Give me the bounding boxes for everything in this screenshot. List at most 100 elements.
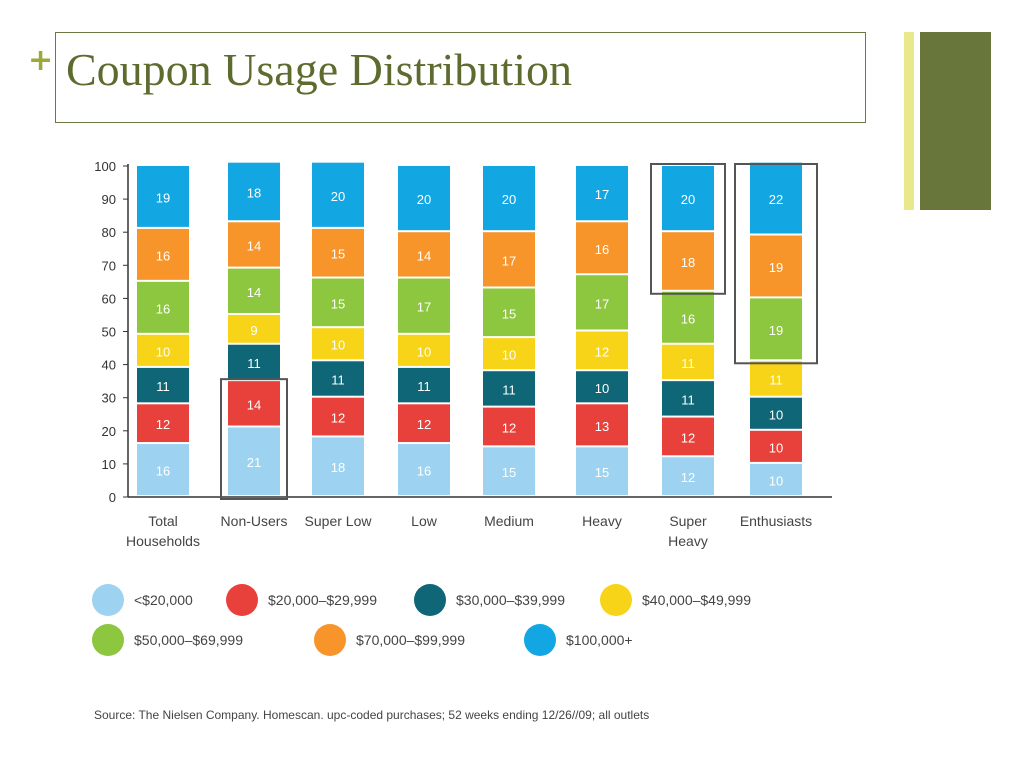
bar-segment	[137, 228, 189, 280]
legend-item: $20,000–$29,999	[226, 584, 377, 616]
legend-item: $40,000–$49,999	[600, 584, 751, 616]
bar-segment	[576, 222, 628, 274]
bar-segment	[662, 344, 714, 380]
x-tick-label: Super Low	[305, 513, 373, 529]
y-tick-label: 10	[102, 457, 116, 472]
data-label: 15	[331, 296, 345, 311]
data-label: 10	[417, 344, 431, 359]
data-label: 22	[769, 192, 783, 207]
bar-segment	[137, 367, 189, 403]
bar-segment	[576, 166, 628, 221]
bar-segment	[312, 228, 364, 277]
bar-segment	[398, 404, 450, 443]
y-tick-label: 80	[102, 225, 116, 240]
bar-segment	[312, 162, 364, 227]
bar-segment	[483, 166, 535, 231]
bar-segment	[483, 288, 535, 337]
legend-label: $30,000–$39,999	[456, 592, 565, 608]
y-tick-label: 30	[102, 391, 116, 406]
legend-label: $100,000+	[566, 632, 633, 648]
data-label: 15	[331, 247, 345, 262]
data-label: 13	[595, 419, 609, 434]
bar-segment	[576, 447, 628, 495]
data-label: 20	[417, 192, 431, 207]
data-label: 12	[595, 344, 609, 359]
bar-segment	[228, 222, 280, 267]
y-tick-label: 20	[102, 424, 116, 439]
data-label: 10	[769, 473, 783, 488]
x-tick-label: Heavy	[668, 533, 708, 549]
data-label: 15	[502, 306, 516, 321]
legend-swatch	[524, 624, 556, 656]
bar-segment	[398, 278, 450, 333]
bar-segment	[750, 430, 802, 462]
x-tick-label: Super	[669, 513, 707, 529]
bar-segment	[662, 291, 714, 343]
bar-segment	[228, 344, 280, 380]
bar-segment	[312, 361, 364, 396]
data-label: 16	[156, 248, 170, 263]
legend-swatch	[314, 624, 346, 656]
data-label: 10	[502, 348, 516, 363]
bar-segment	[750, 162, 802, 234]
bar-segment	[312, 278, 364, 327]
data-label: 16	[681, 311, 695, 326]
data-label: 11	[769, 372, 783, 387]
data-label: 21	[247, 455, 261, 470]
data-label: 18	[247, 185, 261, 200]
data-label: 17	[502, 253, 516, 268]
highlight-box	[650, 163, 726, 295]
data-label: 14	[247, 238, 261, 253]
bar-segment	[312, 397, 364, 436]
data-label: 17	[595, 187, 609, 202]
y-tick-label: 100	[94, 159, 116, 174]
legend-item: <$20,000	[92, 584, 193, 616]
legend-item: $100,000+	[524, 624, 633, 656]
bar-segment	[137, 404, 189, 443]
legend-item: $50,000–$69,999	[92, 624, 243, 656]
data-label: 11	[247, 356, 261, 371]
data-label: 19	[156, 190, 170, 205]
legend-swatch	[226, 584, 258, 616]
bar-segment	[662, 457, 714, 495]
bullet-plus-icon: +	[28, 43, 54, 78]
bar-segment	[398, 367, 450, 403]
bar-segment	[750, 235, 802, 297]
bar-segment	[398, 232, 450, 277]
bar-segment	[137, 334, 189, 366]
bar-segment	[137, 166, 189, 227]
legend-item: $70,000–$99,999	[314, 624, 465, 656]
bar-segment	[483, 338, 535, 370]
data-label: 16	[417, 464, 431, 479]
bar-segment	[662, 417, 714, 456]
data-label: 12	[156, 417, 170, 432]
data-label: 19	[769, 260, 783, 275]
data-label: 16	[156, 301, 170, 316]
data-label: 20	[331, 189, 345, 204]
y-tick-label: 90	[102, 192, 116, 207]
bar-segment	[483, 232, 535, 287]
source-note: Source: The Nielsen Company. Homescan. u…	[94, 708, 650, 722]
legend-label: $40,000–$49,999	[642, 592, 751, 608]
data-label: 18	[331, 460, 345, 475]
y-tick-label: 0	[109, 490, 116, 505]
legend-label: <$20,000	[134, 592, 193, 608]
data-label: 11	[331, 372, 345, 387]
bar-segment	[137, 281, 189, 333]
bar-segment	[750, 397, 802, 429]
bar-segment	[228, 381, 280, 426]
bar-segment	[662, 166, 714, 231]
bar-segment	[576, 404, 628, 446]
data-label: 15	[502, 465, 516, 480]
bar-segment	[483, 447, 535, 495]
legend-item: $30,000–$39,999	[414, 584, 565, 616]
data-label: 10	[595, 381, 609, 396]
data-label: 16	[595, 242, 609, 257]
bar-segment	[398, 334, 450, 366]
data-label: 12	[502, 420, 516, 435]
x-tick-label: Households	[126, 533, 200, 549]
title-box: Coupon Usage Distribution	[55, 32, 866, 123]
data-label: 12	[417, 417, 431, 432]
bar-segment	[312, 328, 364, 360]
highlight-box	[734, 163, 818, 365]
